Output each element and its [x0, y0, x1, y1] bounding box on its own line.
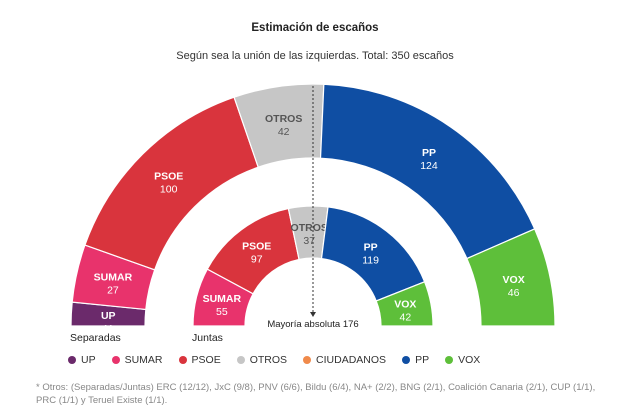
legend-swatch [445, 356, 454, 364]
legend: UP SUMAR PSOE OTROS CIUDADANOS PP VOX [68, 354, 480, 366]
majority-label: Mayoría absoluta 176 [267, 319, 358, 330]
majority-marker [310, 312, 316, 317]
inner-label-psoe: PSOE [242, 241, 271, 253]
legend-swatch [402, 356, 411, 364]
legend-label: OTROS [249, 354, 288, 366]
legend-item-ciudadanos: CIUDADANOS [303, 354, 386, 366]
parliament-chart: UP11SUMAR27PSOE100OTROS42PP124VOX46Separ… [70, 83, 556, 344]
inner-value-vox: 42 [399, 311, 411, 323]
legend-label: CIUDADANOS [316, 354, 387, 366]
outer-label-vox: VOX [503, 274, 525, 286]
legend-item-sumar: SUMAR [111, 354, 163, 366]
inner-value-psoe: 97 [251, 254, 263, 266]
legend-swatch [303, 356, 312, 364]
outer-label-pp: PP [422, 147, 436, 159]
chart-title: Estimación de escaños [251, 22, 379, 34]
legend-swatch [236, 356, 245, 364]
legend-label: PP [415, 354, 430, 366]
legend-item-otros: OTROS [236, 354, 288, 366]
legend-item-up: UP [68, 354, 96, 366]
inner-arc-vox [375, 281, 434, 327]
inner-label-pp: PP [364, 242, 378, 254]
outer-value-pp: 124 [420, 160, 438, 172]
outer-value-vox: 46 [508, 287, 520, 299]
legend-item-psoe: PSOE [178, 354, 221, 366]
inner-arc-title: Juntas [192, 332, 223, 344]
inner-value-pp: 119 [362, 255, 379, 267]
outer-value-psoe: 100 [160, 183, 178, 195]
inner-value-sumar: 55 [216, 306, 228, 318]
inner-label-otros: OTROS [291, 222, 328, 234]
outer-label-sumar: SUMAR [94, 271, 133, 283]
legend-label: SUMAR [124, 354, 163, 366]
legend-swatch [68, 356, 76, 364]
outer-value-sumar: 27 [107, 284, 119, 296]
footnote: * Otros: (Separadas/Juntas) ERC (12/12),… [36, 382, 596, 406]
outer-value-otros: 42 [278, 126, 290, 138]
legend-label: UP [81, 354, 96, 366]
legend-label: PSOE [191, 354, 221, 366]
outer-label-up: UP [101, 310, 116, 322]
legend-label: VOX [458, 354, 481, 366]
outer-label-otros: OTROS [265, 113, 302, 125]
legend-swatch [178, 356, 187, 364]
legend-item-pp: PP [402, 354, 429, 366]
legend-swatch [111, 356, 120, 364]
inner-label-vox: VOX [394, 298, 416, 310]
legend-item-vox: VOX [445, 354, 480, 366]
outer-arc-title: Separadas [70, 332, 121, 344]
inner-value-otros: 37 [303, 235, 315, 247]
chart-subtitle: Según sea la unión de las izquierdas. To… [176, 50, 454, 62]
outer-label-psoe: PSOE [154, 170, 183, 182]
outer-value-up: 11 [103, 323, 114, 335]
outer-arc-vox [466, 228, 556, 327]
inner-label-sumar: SUMAR [203, 293, 242, 305]
